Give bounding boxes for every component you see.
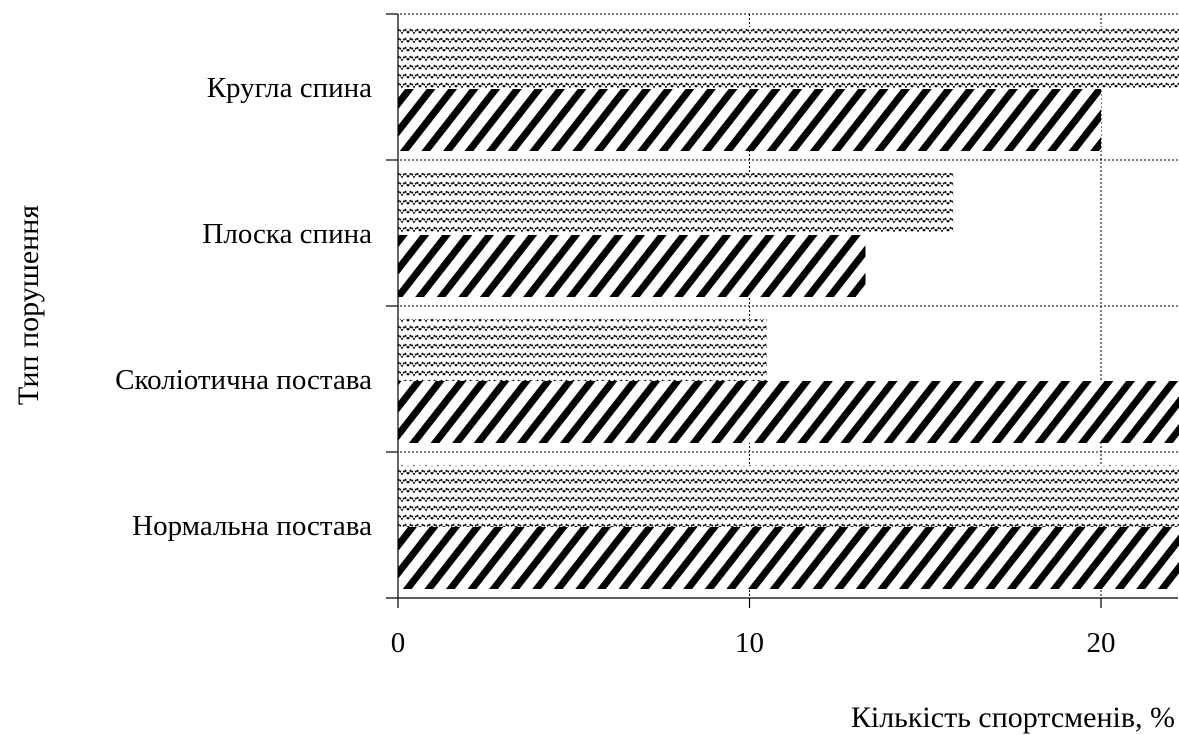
y-axis-title: Тип порушення — [12, 205, 45, 405]
bars — [398, 27, 1179, 589]
category-label: Кругла спина — [207, 72, 372, 104]
bar-stripes-плоска-спина — [398, 235, 866, 297]
category-label: Сколіотична постава — [115, 364, 372, 396]
x-tick-label-10: 10 — [735, 627, 764, 659]
bar-zigzag-плоска-спина — [398, 173, 954, 235]
category-label: Плоска спина — [202, 218, 372, 250]
x-tick-label-0: 0 — [391, 627, 406, 659]
labels: Нормальна постава Сколіотична постава Плос… — [115, 72, 1116, 659]
bar-stripes-сколіотична-постава — [398, 381, 1179, 443]
bar-stripes-нормальна-постава — [398, 527, 1179, 589]
bar-stripes-кругла-спина — [398, 89, 1101, 151]
bar-zigzag-кругла-спина — [398, 27, 1179, 89]
x-axis-title: Кількість спортсменів, % — [851, 701, 1175, 734]
x-tick-label-20: 20 — [1087, 627, 1116, 659]
bar-zigzag-сколіотична-постава — [398, 319, 768, 381]
axes — [386, 13, 1178, 608]
bar-zigzag-нормальна-постава — [398, 465, 1179, 527]
category-label: Нормальна постава — [132, 510, 372, 542]
